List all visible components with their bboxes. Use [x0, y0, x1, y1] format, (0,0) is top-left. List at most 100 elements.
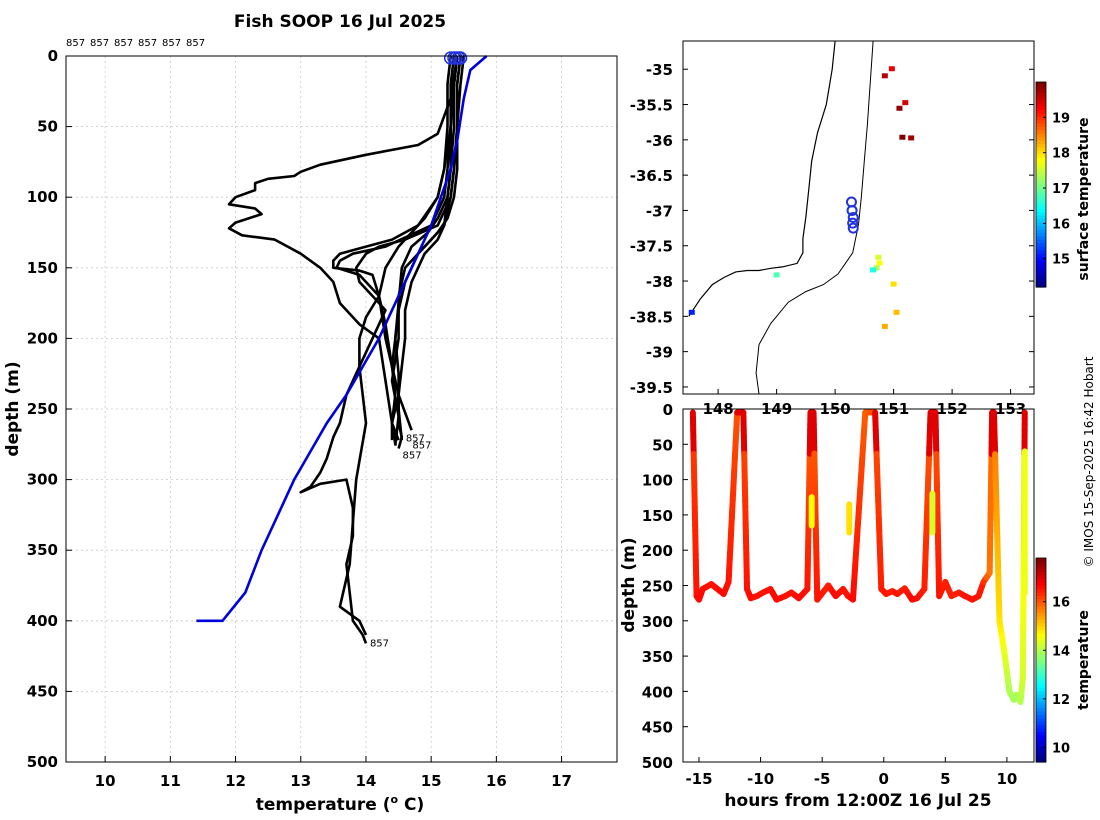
- section-x-tick-label: 0: [879, 770, 889, 788]
- colorbar-segment: [1036, 615, 1046, 620]
- x-tick-label: 10: [95, 772, 116, 790]
- colorbar-segment: [1036, 191, 1046, 196]
- top-cast-label: 857: [138, 38, 157, 49]
- colorbar-segment: [1036, 160, 1046, 165]
- colorbar-tick-label: 18: [1052, 147, 1070, 162]
- colorbar-segment: [1036, 632, 1046, 637]
- top-cast-label: 857: [114, 38, 133, 49]
- colorbar-segment: [1036, 228, 1046, 233]
- colorbar-segment: [1036, 748, 1046, 753]
- colorbar-tick-label: 19: [1052, 111, 1070, 126]
- section-x-ticks: -15 -10 -5 0 5 10: [685, 757, 1017, 788]
- colorbar-segment: [1036, 707, 1046, 712]
- colorbar-segment: [1036, 687, 1046, 692]
- map-y-tick-label: -38: [646, 273, 673, 291]
- colorbar-segment: [1036, 711, 1046, 715]
- colorbar-segment: [1036, 690, 1046, 695]
- colorbar-segment: [1036, 738, 1046, 743]
- colorbar-segment: [1036, 758, 1046, 763]
- colorbar-segment: [1036, 95, 1046, 100]
- top-cast-label: 857: [90, 38, 109, 49]
- x-label-main: temperature (: [256, 795, 391, 815]
- colorbar-segment: [1036, 734, 1046, 739]
- colorbar-segment: [1036, 697, 1046, 702]
- sst-patch: [896, 105, 903, 111]
- y-tick-label: 0: [48, 47, 58, 65]
- profile-y-axis-label: depth (m): [3, 361, 23, 456]
- map-colorbar-label: surface temperature: [1076, 117, 1092, 280]
- colorbar-segment: [1036, 646, 1046, 651]
- ship-position-marker: [847, 222, 859, 234]
- colorbar-segment: [1036, 208, 1046, 213]
- cast-end-label: 857: [370, 638, 389, 649]
- colorbar-segment: [1036, 249, 1046, 254]
- colorbar-segment: [1036, 136, 1046, 141]
- colorbar-segment: [1036, 721, 1046, 726]
- colorbar-segment: [1036, 164, 1046, 169]
- profile-line-cast-9: [227, 55, 459, 441]
- colorbar-segment: [1036, 656, 1046, 661]
- sst-patch: [881, 73, 888, 79]
- colorbar-segment: [1036, 119, 1046, 124]
- colorbar-segment: [1036, 558, 1046, 562]
- map-y-ticks: -35 -35.5 -36 -36.5 -37 -37.5 -38 -38.5 -39 -39.5: [630, 61, 1034, 397]
- colorbar-tick-label: 16: [1052, 217, 1070, 232]
- colorbar-segment: [1036, 143, 1046, 148]
- colorbar-segment: [1036, 575, 1046, 579]
- profile-line-cast-3: [393, 55, 459, 441]
- sst-patch: [875, 254, 882, 260]
- colorbar-tick-label: 12: [1052, 693, 1070, 708]
- colorbar-segment: [1036, 99, 1046, 104]
- colorbar-segment: [1036, 564, 1046, 569]
- colorbar-segment: [1036, 694, 1046, 698]
- colorbar-segment: [1036, 273, 1046, 278]
- x-tick-label: 15: [421, 772, 442, 790]
- section-y-tick-label: 400: [642, 683, 673, 701]
- section-y-ticks: 0 50 100 150 200 250 300 350 400 450 500: [642, 401, 688, 772]
- colorbar-segment: [1036, 677, 1046, 681]
- colorbar-segment: [1036, 242, 1046, 247]
- colorbar-segment: [1036, 660, 1046, 664]
- map-y-tick-label: -37.5: [630, 238, 673, 256]
- colorbar-segment: [1036, 619, 1046, 624]
- map-y-tick-label: -39.5: [630, 379, 673, 397]
- colorbar-tick-label: 16: [1052, 596, 1070, 611]
- colorbar-segment: [1036, 170, 1046, 175]
- section-y-tick-label: 50: [652, 436, 673, 454]
- colorbar-segment: [1036, 585, 1046, 590]
- colorbar-segment: [1036, 201, 1046, 206]
- colorbar-segment: [1036, 259, 1046, 264]
- colorbar-segment: [1036, 109, 1046, 114]
- sst-patch: [908, 135, 915, 141]
- sst-patch: [870, 267, 877, 273]
- profile-line-cast-6: [335, 55, 459, 441]
- section-x-tick-label: 10: [996, 770, 1017, 788]
- colorbar-segment: [1036, 670, 1046, 675]
- colorbar-segment: [1036, 612, 1046, 617]
- section-panel: -15 -10 -5 0 5 10 0 50 100 150 200 250 300 350 400 450…: [619, 401, 1092, 811]
- colorbar-segment: [1036, 85, 1046, 90]
- y-tick-label: 50: [37, 118, 58, 136]
- colorbar-segment: [1036, 636, 1046, 641]
- colorbar-segment: [1036, 751, 1046, 756]
- colorbar-segment: [1036, 252, 1046, 257]
- colorbar-segment: [1036, 153, 1046, 158]
- section-colorbar: 10 12 14 16: [1035, 557, 1070, 763]
- colorbar-segment: [1036, 588, 1046, 593]
- sst-patch: [893, 309, 900, 315]
- section-y-tick-label: 200: [642, 542, 673, 560]
- map-y-tick-label: -35: [646, 61, 673, 79]
- colorbar-segment: [1036, 700, 1046, 705]
- colorbar-segment: [1036, 578, 1046, 583]
- colorbar-segment: [1036, 568, 1046, 573]
- colorbar-segment: [1036, 218, 1046, 223]
- map-y-tick-label: -35.5: [630, 97, 673, 115]
- colorbar-segment: [1036, 187, 1046, 192]
- colorbar-segment: [1036, 724, 1046, 729]
- top-cast-label: 857: [162, 38, 181, 49]
- map-y-tick-label: -39: [646, 344, 673, 362]
- section-x-tick-label: -15: [685, 770, 712, 788]
- shelf-contour: [755, 40, 874, 395]
- sst-patch: [873, 265, 880, 271]
